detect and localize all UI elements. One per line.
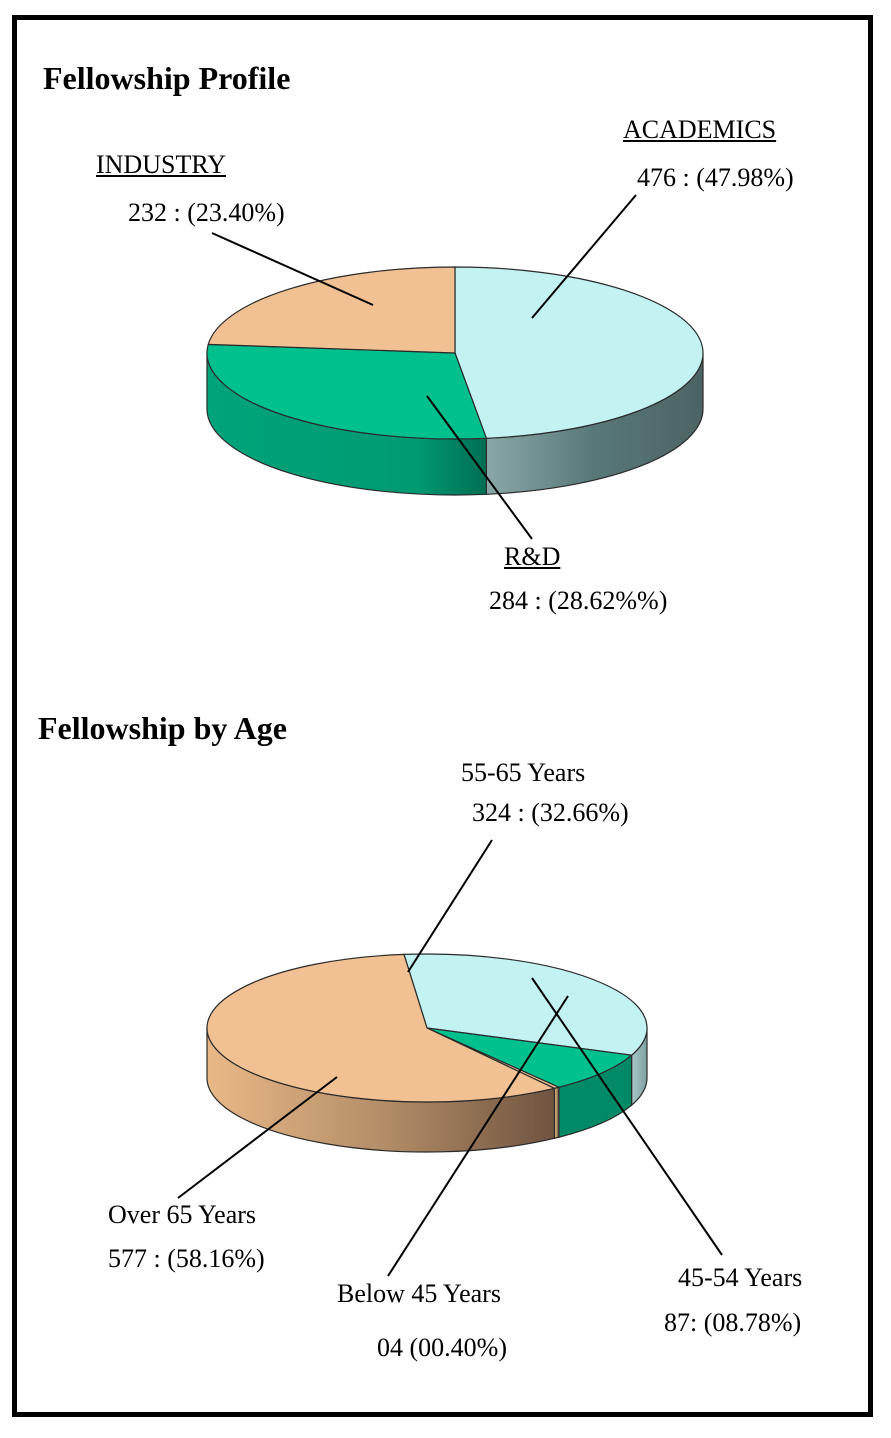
slice-label-academics-value: 476 : (47.98%) <box>637 163 794 192</box>
pie2-side-2 <box>553 1086 560 1140</box>
slice-label-industry-value: 232 : (23.40%) <box>128 198 285 227</box>
pie2-slice-3 <box>206 953 557 1103</box>
slice-label-rnd-value: 284 : (28.62%%) <box>489 586 668 615</box>
figure-frame <box>12 15 873 1417</box>
slice-label-over65-name: Over 65 Years <box>108 1200 257 1229</box>
pie-fellowship-profile <box>206 266 704 496</box>
pie1-slice-0 <box>454 266 704 439</box>
slice-label-academics-name: ACADEMICS <box>623 115 777 144</box>
chart-title-profile: Fellowship Profile <box>43 60 291 96</box>
leader-academics <box>531 194 637 319</box>
slice-label-below45-name: Below 45 Years <box>337 1279 501 1308</box>
pie1-slice-2 <box>207 266 456 354</box>
pie-fellowship-by-age <box>206 953 648 1153</box>
leader-45-54 <box>531 977 723 1256</box>
leader-industry <box>211 232 374 306</box>
leader-over65 <box>177 1076 338 1199</box>
slice-label-below45-value: 04 (00.40%) <box>377 1333 507 1362</box>
pie2-slice-0 <box>403 953 648 1056</box>
leader-lines <box>177 194 723 1277</box>
leader-below45 <box>387 995 569 1277</box>
slice-label-55-65-name: 55-65 Years <box>461 758 586 787</box>
chart-title-age: Fellowship by Age <box>38 710 287 746</box>
slice-label-45-54-value: 87: (08.78%) <box>664 1308 802 1337</box>
leader-55-65 <box>407 839 493 973</box>
slice-label-industry-name: INDUSTRY <box>96 150 227 179</box>
pie1-slice-1 <box>206 343 488 440</box>
slice-label-55-65-value: 324 : (32.66%) <box>472 798 629 827</box>
slice-label-over65-value: 577 : (58.16%) <box>108 1244 265 1273</box>
slice-label-rnd-name: R&D <box>504 542 561 571</box>
leader-rnd <box>426 395 533 540</box>
slice-label-45-54-name: 45-54 Years <box>678 1263 803 1292</box>
